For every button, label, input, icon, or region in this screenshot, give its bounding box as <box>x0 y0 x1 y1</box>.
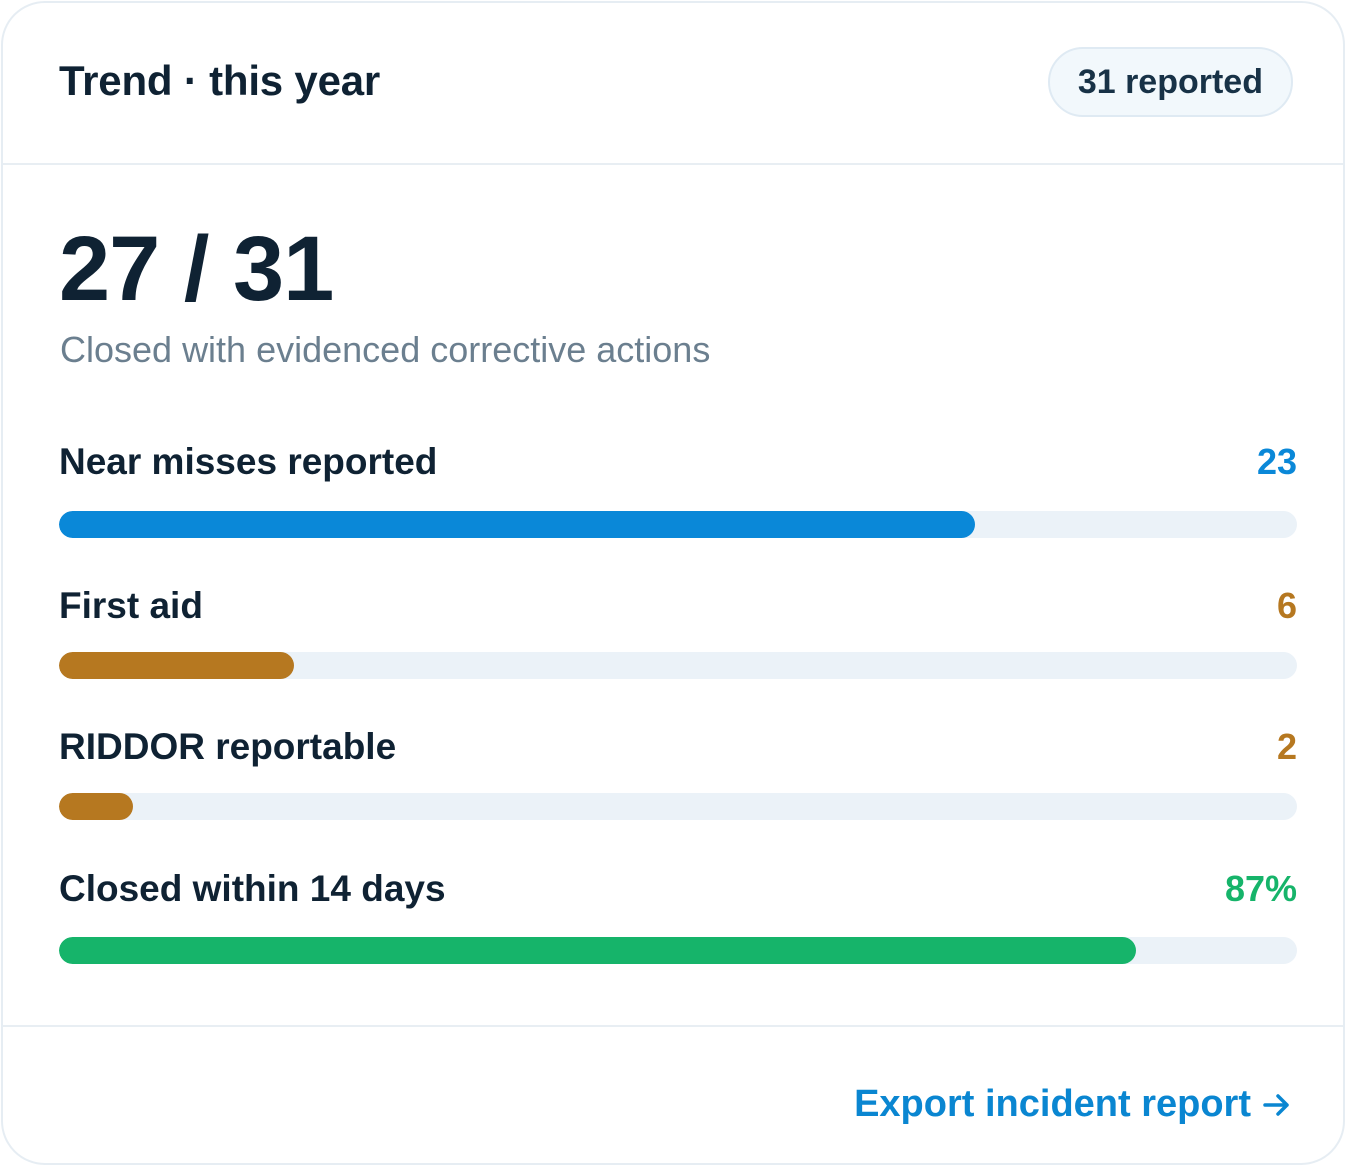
metric-near-misses: Near misses reported 23 <box>59 441 1297 538</box>
metric-label: RIDDOR reportable <box>59 726 397 767</box>
closed-ratio-caption: Closed with evidenced corrective actions <box>60 329 711 370</box>
progress-fill <box>59 937 1137 964</box>
metric-label: First aid <box>59 585 203 626</box>
card-title: Trend · this year <box>59 57 381 104</box>
progress-track <box>59 511 1297 538</box>
export-incident-report-link[interactable]: Export incident report <box>854 1083 1293 1126</box>
card-footer: Export incident report <box>3 1025 1343 1163</box>
closed-ratio-value: 27 / 31 <box>59 218 334 320</box>
progress-fill <box>59 652 295 679</box>
metric-label: Near misses reported <box>59 441 438 482</box>
progress-track <box>59 793 1297 820</box>
progress-fill <box>59 511 976 538</box>
metric-value: 2 <box>1276 726 1297 767</box>
card-header: Trend · this year 31 reported <box>3 3 1343 165</box>
metric-value: 6 <box>1276 585 1297 626</box>
progress-fill <box>59 793 134 820</box>
metric-first-aid: First aid 6 <box>59 585 1297 679</box>
export-link-label: Export incident report <box>854 1083 1251 1125</box>
metric-value: 87% <box>1224 868 1297 909</box>
metric-riddor: RIDDOR reportable 2 <box>59 726 1297 820</box>
progress-track <box>59 652 1297 679</box>
metric-label: Closed within 14 days <box>59 868 446 909</box>
progress-track <box>59 937 1297 964</box>
metric-value: 23 <box>1256 441 1297 482</box>
metric-closed-14-days: Closed within 14 days 87% <box>59 868 1297 964</box>
reported-count-badge: 31 reported <box>1047 47 1293 117</box>
arrow-right-icon <box>1263 1093 1289 1116</box>
